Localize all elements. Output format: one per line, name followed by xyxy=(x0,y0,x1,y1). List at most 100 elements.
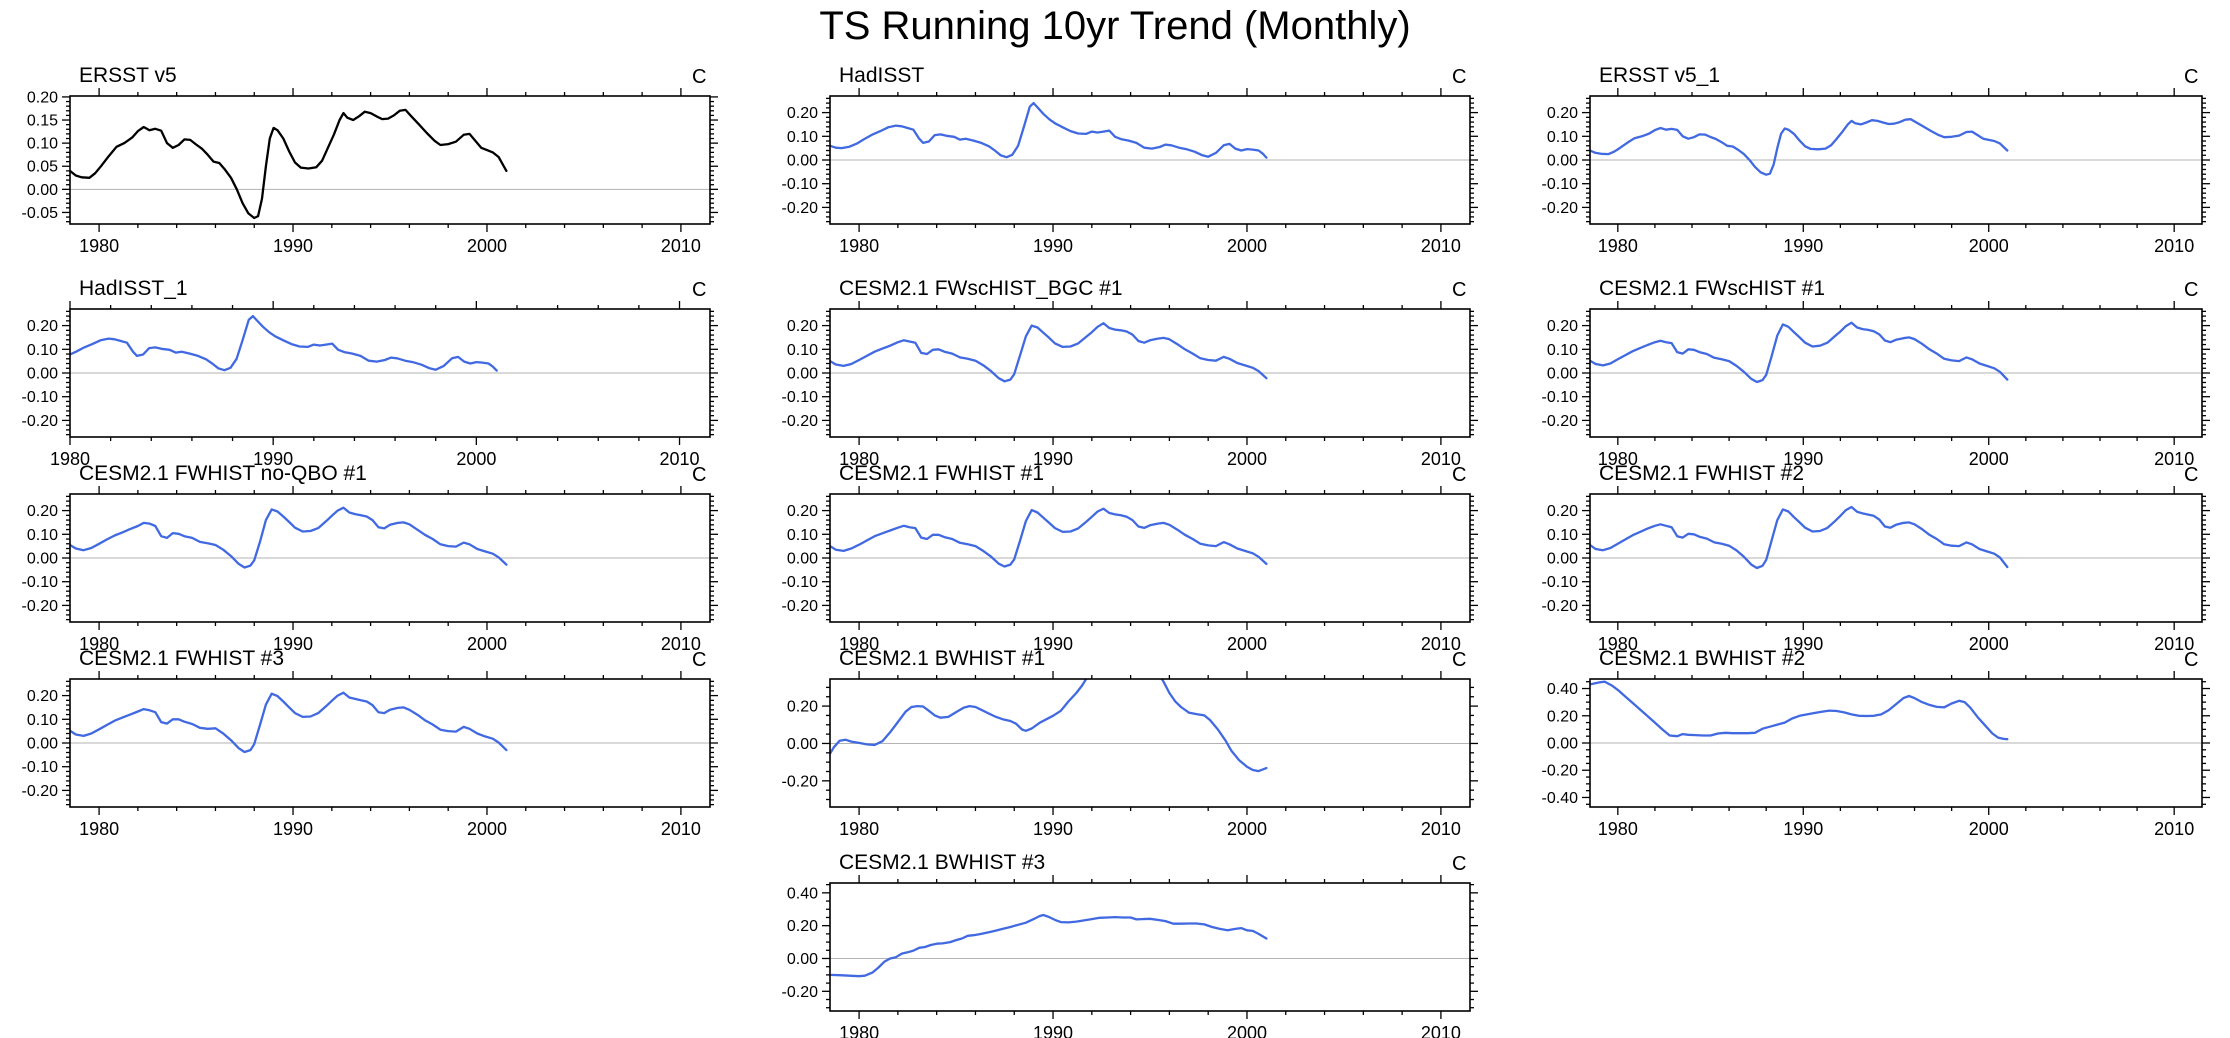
x-tick-label: 2010 xyxy=(661,819,701,839)
panel-cesm2-1-bwhist-3: CESM2.1 BWHIST #3 C 1980 1990 2000 2010 0.40 0.… xyxy=(772,851,1484,1038)
x-tick-label: 2010 xyxy=(660,449,700,469)
x-tick-label: 2000 xyxy=(1227,1023,1267,1038)
panel-plot: 1980 1990 2000 2010 0.20 0.10 0.00 -0.10 -0.20 xyxy=(22,486,718,654)
x-tick-label: 1990 xyxy=(1783,236,1823,256)
x-tick-label: 2000 xyxy=(1227,634,1267,654)
x-tick-label: 2010 xyxy=(1421,236,1461,256)
y-tick-label: 0.10 xyxy=(1547,342,1578,359)
y-tick-label: -0.20 xyxy=(782,984,819,1001)
panel-unit-label: C xyxy=(692,649,707,671)
x-tick-label: 2000 xyxy=(467,236,507,256)
y-tick-label: 0.00 xyxy=(27,366,58,383)
y-tick-label: 0.00 xyxy=(1547,736,1578,753)
y-tick-label: 0.00 xyxy=(1547,551,1578,568)
x-tick-label: 1990 xyxy=(253,449,293,469)
x-tick-label: 1990 xyxy=(273,819,313,839)
y-tick-label: 0.10 xyxy=(787,527,818,544)
panel-title: CESM2.1 BWHIST #2 xyxy=(1599,647,1806,670)
trend-line xyxy=(1590,321,2009,384)
y-tick-label: -0.10 xyxy=(782,176,819,193)
y-tick-label: 0.20 xyxy=(787,699,818,716)
trend-line xyxy=(1590,680,2009,741)
y-tick-label: -0.20 xyxy=(1542,763,1579,780)
panel-plot: 1980 1990 2000 2010 0.20 0.10 0.00 -0.10 -0.20 xyxy=(782,301,1478,469)
y-tick-label: -0.10 xyxy=(782,574,819,591)
x-tick-label: 2000 xyxy=(456,449,496,469)
x-tick-label: 1980 xyxy=(1598,819,1638,839)
panel-hadisst-1: HadISST_1 C 1980 1990 2000 2010 0.20 0.10 0.00 -0… xyxy=(12,277,724,471)
panel-title: HadISST xyxy=(839,64,925,87)
y-tick-label: 0.20 xyxy=(1547,105,1578,122)
y-tick-label: -0.20 xyxy=(1542,413,1579,430)
y-tick-label: -0.10 xyxy=(1542,574,1579,591)
panel-title: CESM2.1 FWHIST #2 xyxy=(1599,462,1804,485)
x-tick-label: 1990 xyxy=(1033,1023,1073,1038)
panel-plot: 1980 1990 2000 2010 0.20 0.10 0.00 -0.10 -0.20 xyxy=(1542,301,2210,469)
panel-unit-label: C xyxy=(2184,66,2199,88)
panel-title: CESM2.1 FWHIST #3 xyxy=(79,647,284,670)
y-tick-label: 0.20 xyxy=(1547,503,1578,520)
panel-cesm2-1-fwhist-3: CESM2.1 FWHIST #3 C 1980 1990 2000 2010 0.20 0.… xyxy=(12,647,724,841)
y-tick-label: 0.10 xyxy=(27,136,58,153)
panel-cesm2-1-fwhist-2: CESM2.1 FWHIST #2 C 1980 1990 2000 2010 0.20 0.… xyxy=(1532,462,2216,656)
plot-frame xyxy=(829,882,1471,1012)
y-tick-label: -0.20 xyxy=(1542,598,1579,615)
panel-unit-label: C xyxy=(1452,66,1467,88)
y-tick-label: 0.10 xyxy=(27,527,58,544)
trend-line xyxy=(1590,118,2009,176)
y-tick-label: 0.10 xyxy=(27,712,58,729)
trend-line xyxy=(830,507,1268,568)
x-tick-label: 1990 xyxy=(1033,634,1073,654)
x-tick-label: 1990 xyxy=(1783,634,1823,654)
x-tick-label: 2010 xyxy=(1421,634,1461,654)
panel-cesm2-1-fwschist-1: CESM2.1 FWscHIST #1 C 1980 1990 2000 2010 0.20… xyxy=(1532,277,2216,471)
y-tick-label: 0.00 xyxy=(787,153,818,170)
x-tick-label: 2000 xyxy=(1227,819,1267,839)
panel-title: CESM2.1 FWscHIST_BGC #1 xyxy=(839,277,1123,300)
x-tick-label: 1980 xyxy=(839,819,879,839)
y-tick-label: -0.20 xyxy=(782,200,819,217)
panel-ersst-v5-1: ERSST v5_1 C 1980 1990 2000 2010 0.20 0.10 0.00 -… xyxy=(1532,64,2216,258)
panel-cesm2-1-bwhist-1: CESM2.1 BWHIST #1 C 1980 1990 2000 2010 0.20 0.… xyxy=(772,647,1484,841)
x-tick-label: 1990 xyxy=(1783,449,1823,469)
x-tick-label: 1990 xyxy=(1033,819,1073,839)
x-tick-label: 2000 xyxy=(1227,236,1267,256)
y-tick-label: 0.20 xyxy=(787,318,818,335)
panel-plot: 1980 1990 2000 2010 0.20 0.00 -0.20 xyxy=(782,671,1478,839)
y-tick-label: 0.20 xyxy=(27,89,58,106)
y-tick-label: -0.10 xyxy=(22,759,59,776)
y-tick-label: 0.05 xyxy=(27,159,58,176)
x-tick-label: 2010 xyxy=(1421,819,1461,839)
y-tick-label: -0.10 xyxy=(22,389,59,406)
y-tick-label: 0.10 xyxy=(1547,129,1578,146)
x-tick-label: 1980 xyxy=(79,819,119,839)
y-tick-label: -0.20 xyxy=(1542,200,1579,217)
panel-title: HadISST_1 xyxy=(79,277,188,300)
panel-title: ERSST v5_1 xyxy=(1599,64,1721,87)
x-tick-label: 2000 xyxy=(1969,449,2009,469)
panel-plot: 1980 1990 2000 2010 0.20 0.10 0.00 -0.10 -0.20 xyxy=(22,301,718,469)
panel-ersst-v5: ERSST v5 C 1980 1990 2000 2010 0.20 0.15 0.10 0.0… xyxy=(12,64,724,258)
y-tick-label: 0.40 xyxy=(787,885,818,902)
y-tick-label: 0.00 xyxy=(1547,153,1578,170)
y-tick-label: -0.05 xyxy=(22,205,59,222)
panel-unit-label: C xyxy=(1452,279,1467,301)
panel-unit-label: C xyxy=(1452,853,1467,875)
x-tick-label: 1980 xyxy=(839,1023,879,1038)
panel-plot: 1980 1990 2000 2010 0.20 0.15 0.10 0.05 0.00 -0.0… xyxy=(22,88,718,256)
x-tick-label: 1990 xyxy=(1033,236,1073,256)
x-tick-label: 1980 xyxy=(839,236,879,256)
x-tick-label: 1990 xyxy=(1783,819,1823,839)
x-tick-label: 2010 xyxy=(2154,819,2194,839)
page-title: TS Running 10yr Trend (Monthly) xyxy=(819,4,1411,48)
y-tick-label: 0.40 xyxy=(1547,681,1578,698)
x-tick-label: 1980 xyxy=(50,449,90,469)
panel-unit-label: C xyxy=(692,464,707,486)
trend-line xyxy=(70,506,508,569)
panel-title: ERSST v5 xyxy=(79,64,177,87)
panel-plot: 1980 1990 2000 2010 0.20 0.10 0.00 -0.10 -0.20 xyxy=(1542,88,2210,256)
panel-title: CESM2.1 BWHIST #1 xyxy=(839,647,1046,670)
x-tick-label: 1980 xyxy=(1598,236,1638,256)
x-tick-label: 1980 xyxy=(1598,634,1638,654)
